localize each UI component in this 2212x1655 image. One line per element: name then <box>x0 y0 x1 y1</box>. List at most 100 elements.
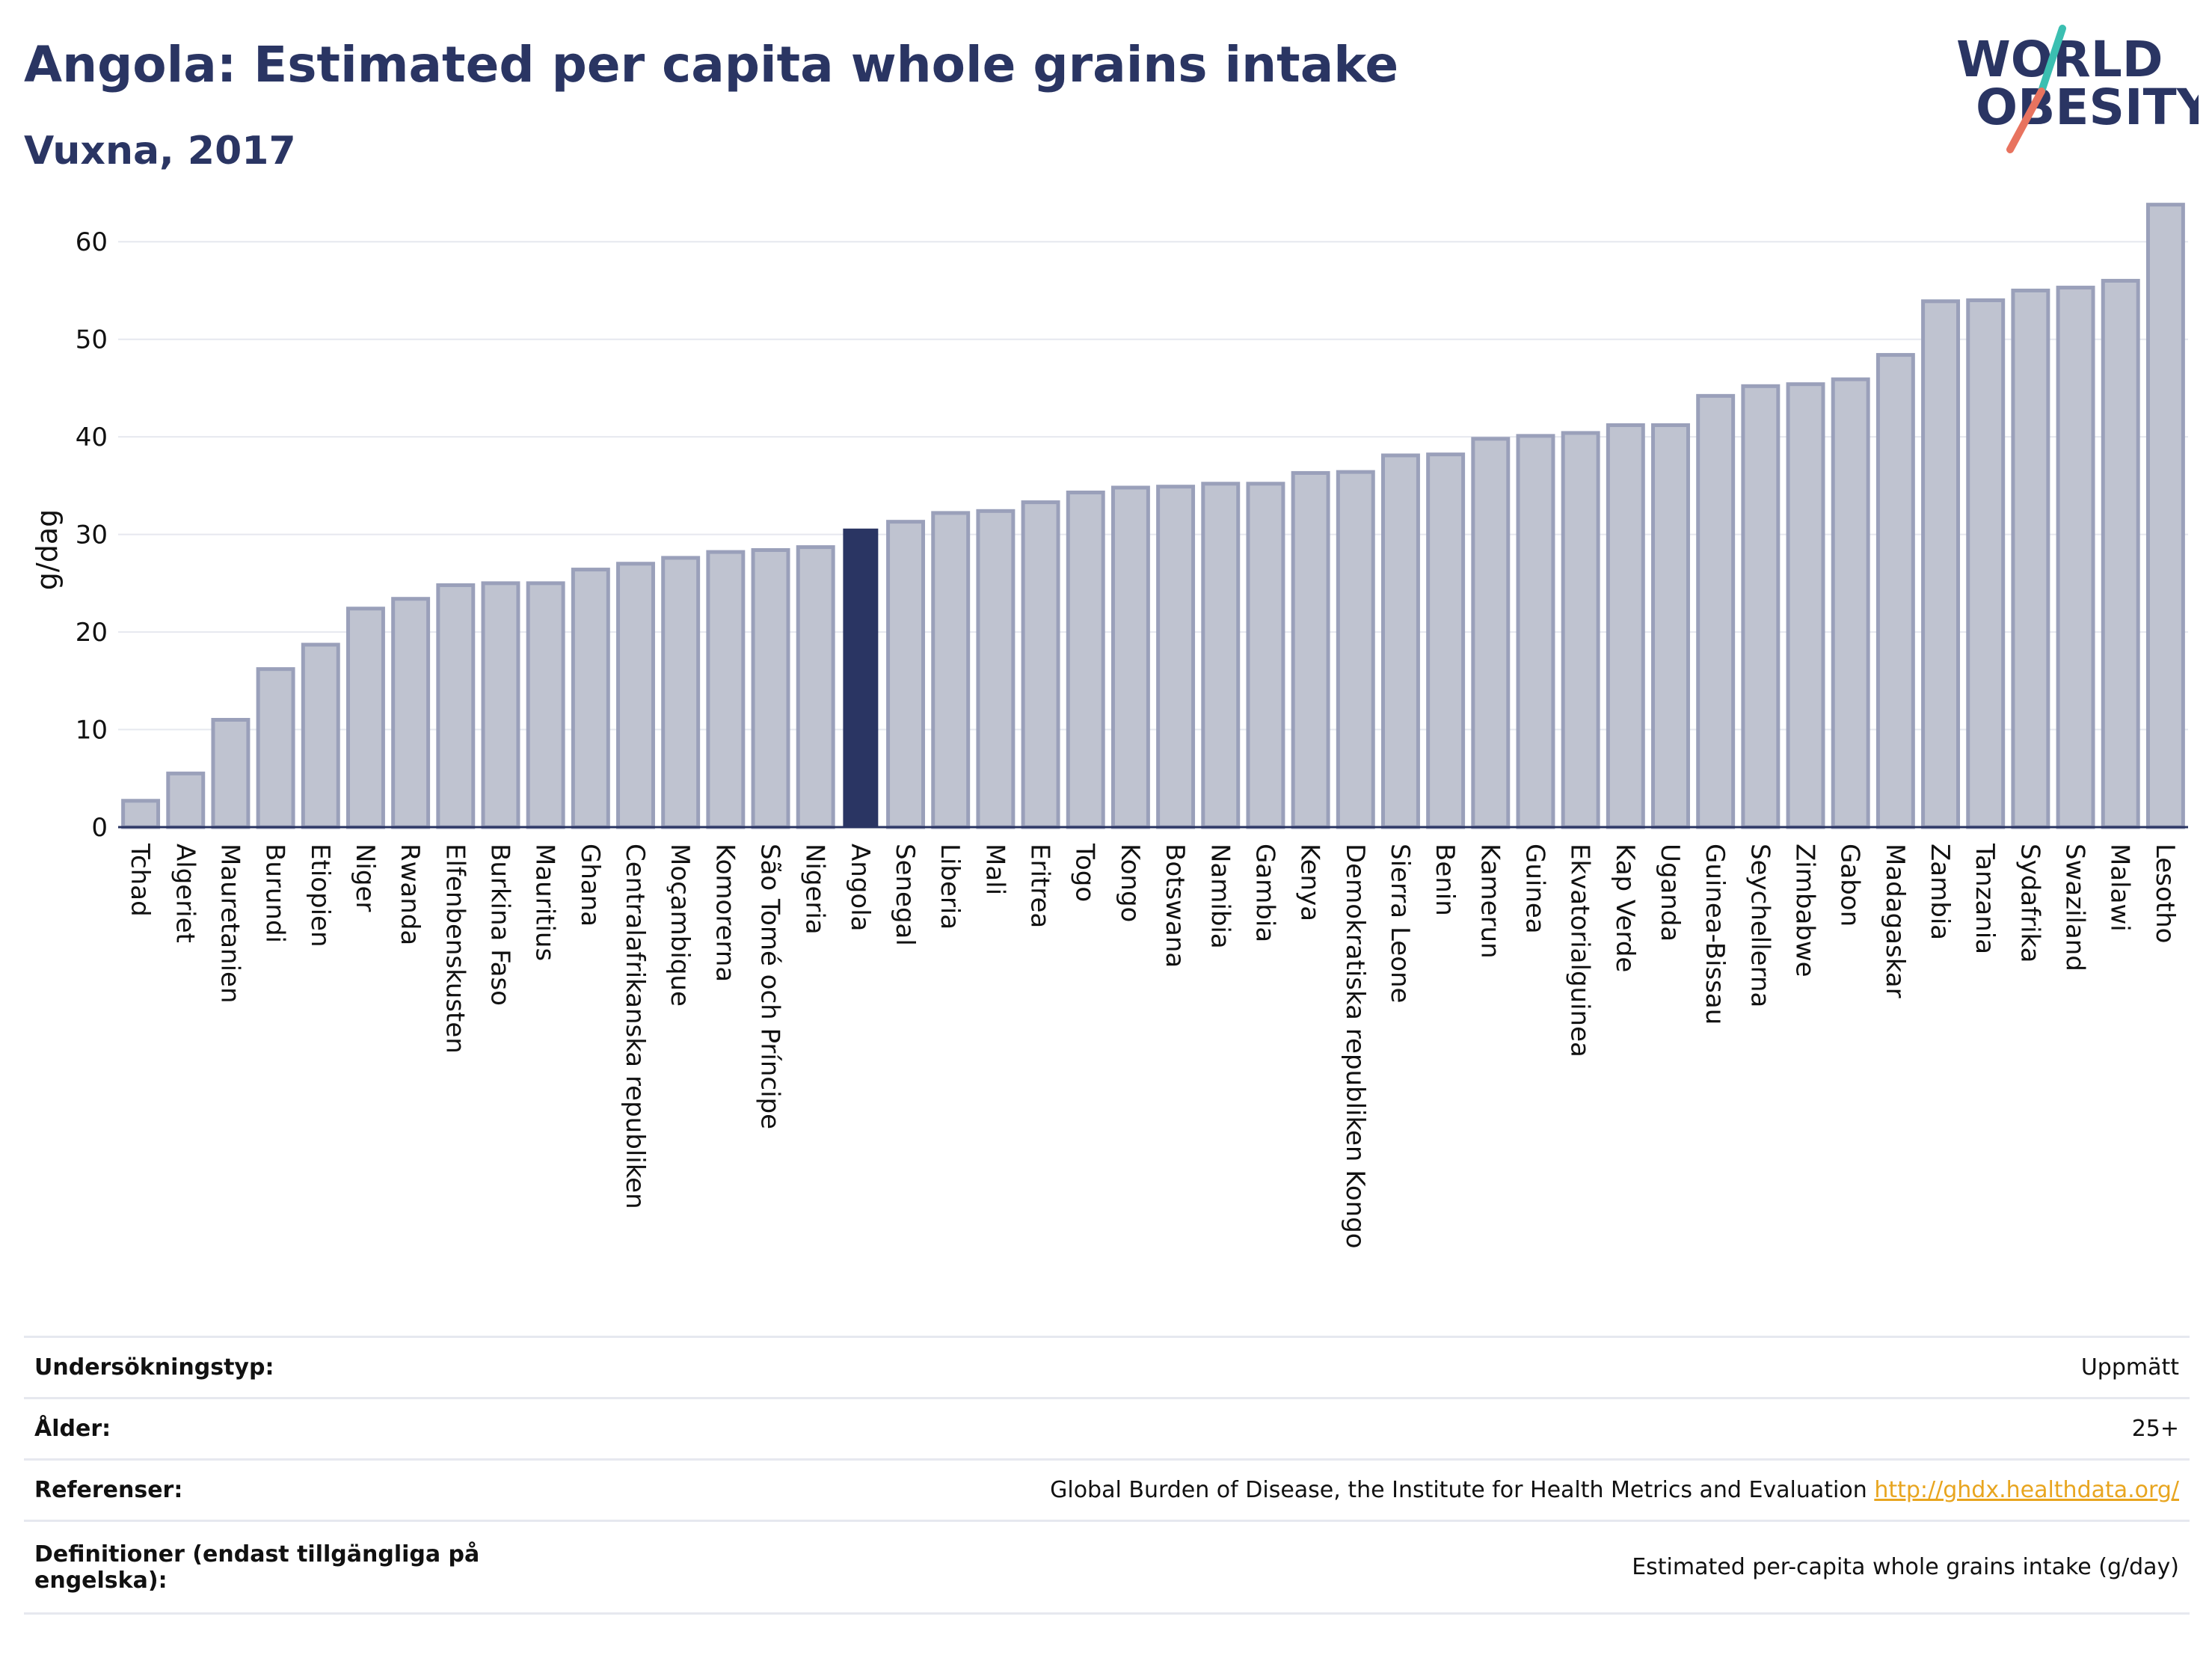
logo-text-obesity: OBESITY <box>1976 79 2199 136</box>
bar <box>1336 470 1375 829</box>
bar <box>706 550 746 829</box>
bar <box>436 583 476 829</box>
y-tick-label: 50 <box>76 325 108 355</box>
bar <box>1696 393 1736 829</box>
bar <box>1246 482 1285 829</box>
bar <box>2011 288 2050 829</box>
x-tick-label: Kongo <box>1115 844 1145 922</box>
bar <box>166 771 206 829</box>
meta-row-definitions: Definitioner (endast tillgängliga på eng… <box>24 1520 2190 1615</box>
x-tick-label: Tchad <box>125 843 155 917</box>
x-tick-label: Malawi <box>2105 844 2135 932</box>
bar <box>256 667 295 829</box>
x-tick-label: São Tomé och Príncipe <box>755 844 785 1129</box>
reference-text: Global Burden of Disease, the Institute … <box>1050 1477 1867 1503</box>
x-tick-label: Ghana <box>575 844 605 927</box>
x-tick-label: Togo <box>1070 843 1100 902</box>
bar <box>931 511 971 829</box>
x-tick-label: Rwanda <box>395 844 425 945</box>
y-axis-label: g/dag <box>31 509 64 590</box>
meta-label: Ålder: <box>24 1397 538 1461</box>
bar <box>1291 470 1330 829</box>
bar <box>1786 382 1825 829</box>
meta-label: Undersökningstyp: <box>24 1336 538 1399</box>
y-tick-label: 30 <box>76 521 108 550</box>
bar <box>616 562 655 829</box>
meta-value: Estimated per-capita whole grains intake… <box>538 1520 2190 1615</box>
bar <box>1875 353 1915 829</box>
bar <box>661 556 701 829</box>
bar <box>301 642 340 829</box>
y-tick-label: 40 <box>76 423 108 452</box>
bar <box>1651 423 1690 829</box>
x-tick-label: Demokratiska republiken Kongo <box>1340 844 1370 1249</box>
bar <box>345 607 385 829</box>
meta-label: Definitioner (endast tillgängliga på eng… <box>24 1520 538 1615</box>
meta-value: Uppmätt <box>538 1336 2190 1399</box>
x-tick-label: Benin <box>1430 844 1460 916</box>
x-tick-label: Niger <box>350 844 380 912</box>
bar <box>1066 491 1105 829</box>
bar <box>976 509 1016 829</box>
bar <box>1021 500 1060 829</box>
bar <box>1110 485 1150 829</box>
x-tick-label: Zimbabwe <box>1790 844 1820 977</box>
x-tick-label: Burkina Faso <box>485 844 514 1006</box>
x-tick-label: Guinea-Bissau <box>1700 844 1730 1025</box>
bar <box>481 581 520 829</box>
x-tick-label: Komorerna <box>710 844 740 982</box>
meta-value-references: Global Burden of Disease, the Institute … <box>538 1458 2190 1522</box>
x-tick-label: Zambia <box>1925 844 1955 940</box>
bar <box>1921 299 1961 829</box>
bar <box>1426 452 1466 829</box>
logo-slash-coral <box>2006 87 2045 153</box>
bar <box>1741 384 1781 829</box>
meta-value: 25+ <box>538 1397 2190 1461</box>
meta-row-survey-type: Undersökningstyp: Uppmätt <box>24 1336 2190 1399</box>
x-tick-label: Botswana <box>1160 844 1190 968</box>
x-tick-label: Ekvatorialguinea <box>1565 844 1595 1057</box>
y-tick-label: 20 <box>76 618 108 648</box>
x-tick-label: Tanzania <box>1970 843 2000 954</box>
x-tick-label: Burundi <box>260 844 290 943</box>
x-tick-label: Sierra Leone <box>1385 844 1415 1003</box>
bars <box>118 203 2188 829</box>
x-tick-label: Mali <box>980 844 1010 895</box>
x-tick-label: Lesotho <box>2150 844 2180 943</box>
bar <box>1201 482 1241 829</box>
logo-slash-teal <box>2038 25 2066 95</box>
x-tick-label: Algeriet <box>170 844 200 943</box>
meta-row-references: Referenser: Global Burden of Disease, th… <box>24 1458 2190 1522</box>
bar <box>1561 431 1600 829</box>
x-tick-label: Elfenbenskusten <box>440 844 470 1054</box>
x-tick-label: Namibia <box>1205 844 1235 949</box>
metadata-table: Undersökningstyp: Uppmätt Ålder: 25+ Ref… <box>24 1336 2190 1615</box>
x-tick-label: Guinea <box>1520 844 1549 934</box>
x-tick-label: Kenya <box>1295 844 1325 921</box>
bar <box>1966 298 2006 829</box>
bar-chart: 0 10 20 30 40 50 60 Tchad Algeriet Mauretanien Bu… <box>31 203 2188 1249</box>
bar <box>121 799 161 829</box>
x-tick-label: Uganda <box>1655 844 1685 942</box>
x-tick-label: Eritrea <box>1025 844 1055 928</box>
x-tick-label: Gabon <box>1835 844 1865 927</box>
bar <box>2145 203 2185 829</box>
x-tick-label: Swaziland <box>2060 844 2090 971</box>
x-tick-label: Seychellerna <box>1745 844 1775 1007</box>
bar <box>1471 437 1511 829</box>
x-tick-label: Kamerun <box>1475 844 1505 959</box>
x-tick-label: Nigeria <box>800 844 830 935</box>
bar <box>526 581 565 829</box>
x-tick-label: Mauritius <box>530 844 560 961</box>
x-tick-labels: Tchad Algeriet Mauretanien Burundi Etiopien N… <box>125 843 2180 1249</box>
reference-link[interactable]: http://ghdx.healthdata.org/ <box>1874 1477 2179 1503</box>
world-obesity-logo[interactable]: WORLD OBESITY <box>1944 22 2199 157</box>
y-tick-label: 0 <box>91 813 108 843</box>
x-tick-label: Mauretanien <box>215 844 245 1004</box>
bar <box>1831 377 1870 829</box>
bar <box>2056 286 2095 829</box>
x-tick-label: Etiopien <box>305 844 335 948</box>
x-tick-label: Kap Verde <box>1610 844 1640 972</box>
y-tick-labels: 0 10 20 30 40 50 60 <box>76 227 108 843</box>
bar <box>1156 485 1196 829</box>
